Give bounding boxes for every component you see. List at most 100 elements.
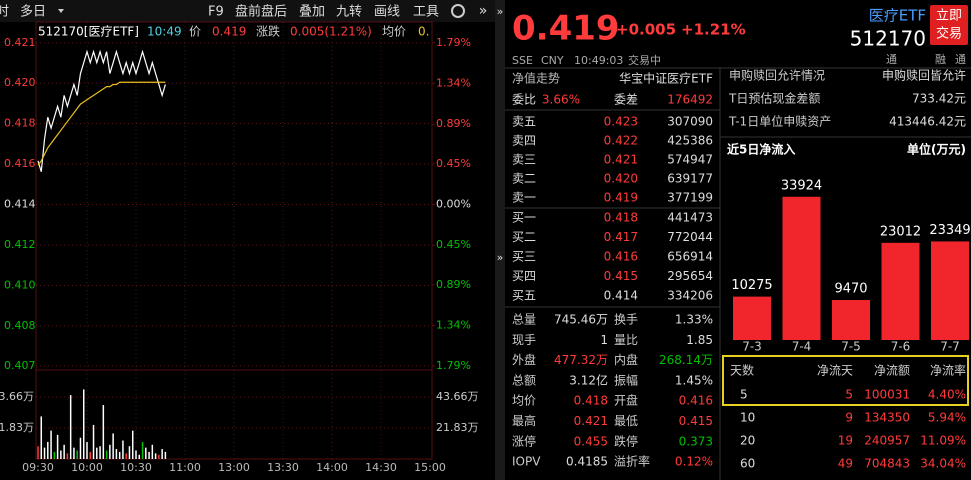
highlight-box <box>722 355 969 406</box>
change: +0.005 <box>616 21 676 39</box>
order-label: 卖一 <box>512 191 536 205</box>
y2-tick-label: 0.45% <box>436 238 471 251</box>
stat-value: 1.45% <box>675 373 713 387</box>
bar <box>782 196 821 340</box>
y-tick-label: 0.410 <box>4 278 36 291</box>
table-cell: 5 <box>740 388 748 402</box>
order-label: 卖二 <box>512 172 536 186</box>
y2-tick-label: 1.79% <box>436 359 471 372</box>
redemption-label: 申购赎回允许情况 <box>729 68 825 83</box>
expand-icon[interactable]: » <box>497 5 504 18</box>
tab[interactable]: 净值走势 <box>512 71 560 86</box>
table-cell: 34.04% <box>920 457 966 471</box>
stat-value: 0.415 <box>679 414 713 428</box>
quote-meta: 交易中 <box>628 53 661 67</box>
label: 委比 <box>512 93 536 107</box>
table-header: 天数 <box>730 363 754 378</box>
x-tick-label: 14:00 <box>316 461 348 474</box>
settings-icon[interactable] <box>451 4 465 18</box>
data-label: 23349 <box>929 223 970 238</box>
order-label: 买三 <box>512 250 536 264</box>
toolbar-item[interactable]: 九转 <box>336 5 362 20</box>
x-tick-label: 7-3 <box>742 340 762 354</box>
expand-icon[interactable]: » <box>497 251 504 264</box>
order-price: 0.415 <box>604 269 638 283</box>
stat-value: 1 <box>600 333 608 347</box>
order-price: 0.418 <box>604 211 638 225</box>
toolbar-item[interactable]: F9 <box>208 5 224 20</box>
bar <box>832 300 870 340</box>
order-price: 0.421 <box>604 153 638 167</box>
y2-tick-label: 1.34% <box>436 318 471 331</box>
y-tick-label: 0.407 <box>4 359 36 372</box>
trade-button-label[interactable]: 交易 <box>936 26 962 42</box>
last-price: 0.419 <box>512 9 620 49</box>
bar <box>881 242 920 340</box>
toolbar-item[interactable]: 多日 <box>20 4 46 20</box>
stat-value: 3.12亿 <box>569 372 608 387</box>
stat-value: 745.46万 <box>554 313 608 327</box>
x-tick-label: 11:00 <box>169 461 201 474</box>
toolbar-item[interactable]: 叠加 <box>299 5 325 20</box>
trade-button-label[interactable]: 立即 <box>936 9 962 24</box>
stat-label: 溢折率 <box>614 454 650 469</box>
quote-meta: CNY <box>541 54 564 67</box>
info-text: 涨跌 <box>256 24 280 39</box>
quote-meta: 10:49:03 <box>574 54 623 67</box>
tab[interactable]: 华宝中证医疗ETF <box>619 71 713 86</box>
label: 委差 <box>614 93 638 107</box>
data-label: 33924 <box>781 178 822 193</box>
volume-tick-label: 21.83万 <box>436 421 479 434</box>
x-tick-label: 13:00 <box>218 461 250 474</box>
stat-value: 268.14万 <box>659 353 713 367</box>
y-tick-label: 0.412 <box>4 238 36 251</box>
stat-label: 总量 <box>512 313 536 327</box>
table-header: 净流率 <box>930 363 966 378</box>
info-text: 价 <box>189 25 201 39</box>
stat-value: 0.416 <box>679 394 713 408</box>
toolbar-item[interactable]: 工具 <box>413 5 439 20</box>
x-tick-label: 7-5 <box>841 340 861 354</box>
volume-tick-label: 43.66万 <box>436 390 479 403</box>
y2-tick-label: 1.34% <box>436 77 471 90</box>
stat-label: 最高 <box>512 413 536 428</box>
change-pct: +1.21% <box>681 21 746 39</box>
bar <box>733 296 771 340</box>
stat-label: 最低 <box>614 414 638 428</box>
y-tick-label: 0.408 <box>4 319 36 332</box>
x-tick-label: 7-4 <box>792 340 812 354</box>
table-cell: 60 <box>740 457 755 471</box>
dropdown-icon[interactable] <box>58 9 64 13</box>
x-tick-label: 7-7 <box>940 340 960 354</box>
chart-title: 近5日净流入 <box>727 142 795 157</box>
table-header: 净流额 <box>874 364 910 378</box>
order-label: 买二 <box>512 230 536 244</box>
trade-button[interactable] <box>930 5 968 45</box>
table-cell: 704843 <box>864 457 910 471</box>
info-text: 0. <box>418 25 429 39</box>
redemption-label: T日预估现金差额 <box>728 91 820 106</box>
collapse-icon[interactable]: » <box>479 3 488 19</box>
x-tick-label: 14:30 <box>365 461 397 474</box>
order-volume: 377199 <box>667 191 713 205</box>
y2-tick-label: 0.00% <box>436 198 471 211</box>
stat-label: 内盘 <box>614 352 638 367</box>
table-cell: 9 <box>845 411 853 425</box>
value: 176492 <box>667 93 713 107</box>
info-text: 10:49 <box>147 25 182 39</box>
value: 3.66% <box>542 93 580 107</box>
info-text: 均价 <box>382 25 406 39</box>
stat-label: 振幅 <box>614 372 638 387</box>
stat-value: 0.4185 <box>566 455 608 469</box>
x-tick-label: 10:00 <box>71 461 103 474</box>
y2-tick-label: 0.45% <box>436 157 471 170</box>
toolbar-item[interactable]: 时 <box>0 5 9 20</box>
fund-name: 医疗ETF <box>869 7 926 25</box>
toolbar-item[interactable]: 盘前盘后 <box>235 4 287 20</box>
order-volume: 772044 <box>667 230 713 244</box>
stat-label: 外盘 <box>512 352 536 367</box>
toolbar-item[interactable]: 画线 <box>374 5 400 20</box>
table-cell: 5 <box>845 388 853 402</box>
